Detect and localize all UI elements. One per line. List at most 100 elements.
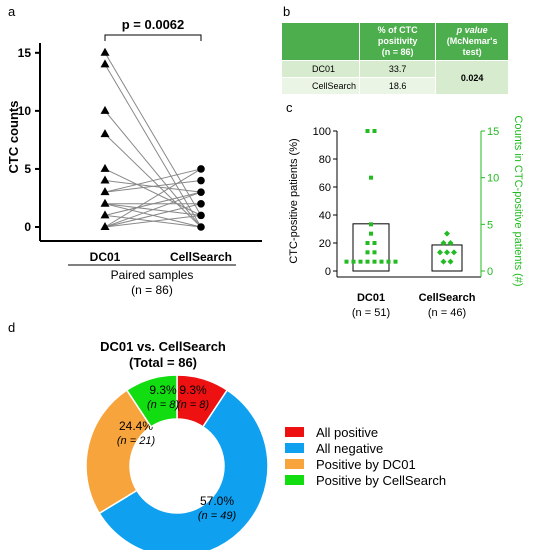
dc01-point (100, 222, 110, 230)
legend-swatch (285, 443, 304, 453)
table-row: DC01 33.7 0.024 (280, 60, 509, 95)
dc01-point (100, 187, 110, 196)
cellsearch-point (440, 240, 447, 246)
right-y-tick-label: 10 (487, 173, 499, 185)
dc01-point (358, 259, 363, 264)
y-tick-label: 15 (18, 46, 32, 60)
legend-label: Positive by CellSearch (316, 472, 447, 488)
table-row-value: 18.6 (359, 77, 437, 95)
right-y-tick-label: 15 (487, 126, 499, 138)
donut-title-line2: (Total = 86) (129, 355, 197, 370)
donut-slice (85, 389, 153, 515)
y-axis-title: CTC counts (6, 101, 21, 174)
dc01-point (372, 259, 377, 264)
dc01-point (365, 129, 370, 133)
y-tick-label: 10 (18, 104, 32, 118)
legend-swatch (285, 459, 304, 469)
dc01-point (100, 210, 110, 219)
slice-n-label: (n = 49) (198, 510, 237, 522)
panel-letter-c: c (286, 100, 293, 115)
positivity-bar (352, 223, 390, 272)
donut-chart: DC01 vs. CellSearch(Total = 86)9.3%(n = … (85, 339, 269, 550)
pair-line (104, 64, 202, 228)
left-y-tick-label: 20 (319, 238, 331, 250)
legend-swatch (285, 427, 304, 437)
cellsearch-point (197, 165, 205, 173)
donut-title-line1: DC01 vs. CellSearch (100, 339, 226, 354)
dc01-point (365, 241, 370, 245)
dc01-point (344, 259, 349, 264)
pair-line (104, 168, 202, 193)
panel-letter-b: b (283, 4, 291, 19)
x-category-label: CellSearch (419, 292, 476, 304)
table-pvalue: 0.024 (435, 60, 509, 95)
dc01-point (369, 231, 373, 236)
cellsearch-point (447, 258, 454, 265)
panel-letter-d: d (8, 320, 16, 335)
cellsearch-point (437, 249, 443, 256)
paired-scatter-chart: 0 5 10 15 CTC counts p = 0.0062 DC01 CellSearch… (6, 17, 262, 297)
dc01-point (369, 175, 373, 180)
table-row-value: 33.7 (359, 60, 437, 78)
table-header-positivity-line2: (n = 86) (381, 47, 414, 57)
x-category-n-label: (n = 51) (352, 307, 390, 319)
table-header-pvalue-line1: p value (456, 25, 488, 35)
cellsearch-point (197, 176, 205, 185)
dc01-point (372, 250, 377, 255)
cellsearch-point (197, 188, 205, 196)
y-tick-label: 0 (24, 220, 31, 234)
table-header-pvalue: p value (McNemar's test) (435, 22, 509, 61)
pair-line (104, 52, 202, 216)
positivity-bar (431, 244, 463, 272)
dc01-point (372, 129, 377, 133)
right-y-axis-title: Counts in CTC-positive patients (#) (512, 115, 524, 286)
x-axis-n-label: (n = 86) (131, 283, 173, 297)
donut-slice (98, 389, 269, 550)
right-y-tick-label: 5 (487, 219, 493, 231)
table-row-name: CellSearch (280, 77, 361, 95)
table-header-pvalue-line2: (McNemar's test) (446, 36, 498, 57)
dc01-point (369, 222, 373, 227)
right-y-tick-label: 0 (487, 266, 493, 278)
table-header-positivity-line1: % of CTC positivity (377, 25, 418, 46)
cellsearch-point (444, 249, 450, 256)
slice-n-label: (n = 8) (177, 399, 209, 411)
pair-line (104, 180, 202, 193)
cellsearch-point (197, 223, 205, 231)
left-y-tick-label: 60 (319, 182, 331, 194)
legend-item: All negative (285, 440, 446, 456)
legend-swatch (285, 475, 304, 485)
cellsearch-point (451, 249, 457, 256)
dc01-point (100, 105, 110, 114)
table-header-positivity: % of CTC positivity (n = 86) (359, 22, 437, 61)
pair-line (104, 168, 202, 216)
donut-legend: All positive All negative Positive by DC01… (285, 424, 446, 488)
legend-label: All negative (316, 440, 384, 456)
pvalue-label: p = 0.0062 (122, 17, 185, 32)
dc01-point (100, 59, 110, 68)
table-row: CellSearch 18.6 (280, 77, 509, 95)
left-y-tick-label: 40 (319, 210, 331, 222)
table-row-name: DC01 (280, 60, 361, 78)
cellsearch-point (197, 199, 205, 208)
legend-item: Positive by DC01 (285, 456, 446, 472)
panel-letter-a: a (8, 4, 16, 19)
x-category-label: DC01 (90, 250, 121, 264)
dc01-point (393, 259, 398, 264)
ctc-positive-box-chart: 0 20 40 60 80 100 0 5 10 15 CTC-positive patients … (288, 115, 524, 319)
ctc-positivity-table: % of CTC positivity (n = 86) p value (Mc… (280, 22, 509, 95)
dc01-point (372, 241, 377, 245)
slice-pct-label: 57.0% (200, 494, 234, 508)
pair-line (104, 191, 202, 216)
left-y-tick-label: 100 (313, 126, 331, 138)
left-y-axis-title: CTC-positive patients (%) (288, 138, 300, 263)
dc01-point (365, 259, 370, 264)
y-tick-label: 5 (24, 162, 31, 176)
legend-item: Positive by CellSearch (285, 472, 446, 488)
pair-line (104, 203, 202, 228)
pair-line (104, 191, 202, 228)
x-category-n-label: (n = 46) (428, 307, 466, 319)
pair-line (104, 168, 202, 228)
pair-line (104, 214, 202, 228)
slice-pct-label: 9.3% (149, 383, 177, 397)
